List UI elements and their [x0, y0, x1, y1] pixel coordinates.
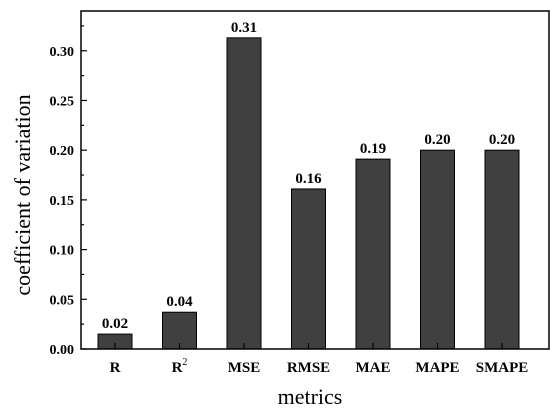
bars-group: 0.02 0.04 0.31 0.16 0.19 0.20 0.20: [97, 20, 520, 350]
data-label-7: 0.20: [489, 132, 515, 148]
data-label-3: 0.31: [231, 20, 257, 36]
x-axis-title: metrics: [278, 384, 343, 409]
axes-group: 0.00 0.05 0.10 0.15 0.20 0.25 0.30 R R2 MSE RMSE MA…: [50, 10, 550, 376]
bar-3: [226, 37, 262, 350]
y-tick-label: 0.10: [50, 244, 75, 259]
y-tick-label: 0.05: [50, 293, 75, 308]
y-tick-label: 0.20: [50, 144, 75, 159]
y-tick-label: 0.00: [50, 343, 75, 358]
data-label-5: 0.19: [360, 141, 386, 157]
data-label-4: 0.16: [295, 171, 322, 187]
y-tick-label: 0.30: [50, 45, 75, 60]
data-label-2: 0.04: [166, 294, 193, 310]
data-label-1: 0.02: [102, 316, 128, 332]
bar-5: [355, 158, 391, 350]
x-tick-label-3: MSE: [228, 360, 261, 376]
x-tick-label-6: MAPE: [415, 360, 459, 376]
x-tick-label-5: MAE: [356, 360, 391, 376]
y-tick-label: 0.25: [50, 94, 75, 109]
x-tick-label-4: RMSE: [287, 360, 330, 376]
plot-frame: [80, 10, 550, 350]
bar-4: [291, 188, 326, 350]
x-tick-label-7: SMAPE: [476, 360, 529, 376]
x-tick-label-1: R: [110, 360, 121, 376]
bar-2: [162, 311, 197, 350]
y-tick-label: 0.15: [50, 194, 75, 209]
bar-6: [420, 149, 455, 350]
y-axis-title: coefficient of variation: [10, 94, 35, 295]
bar-7: [484, 149, 520, 350]
x-tick-label-2: R2: [172, 357, 188, 376]
data-label-6: 0.20: [424, 132, 450, 148]
